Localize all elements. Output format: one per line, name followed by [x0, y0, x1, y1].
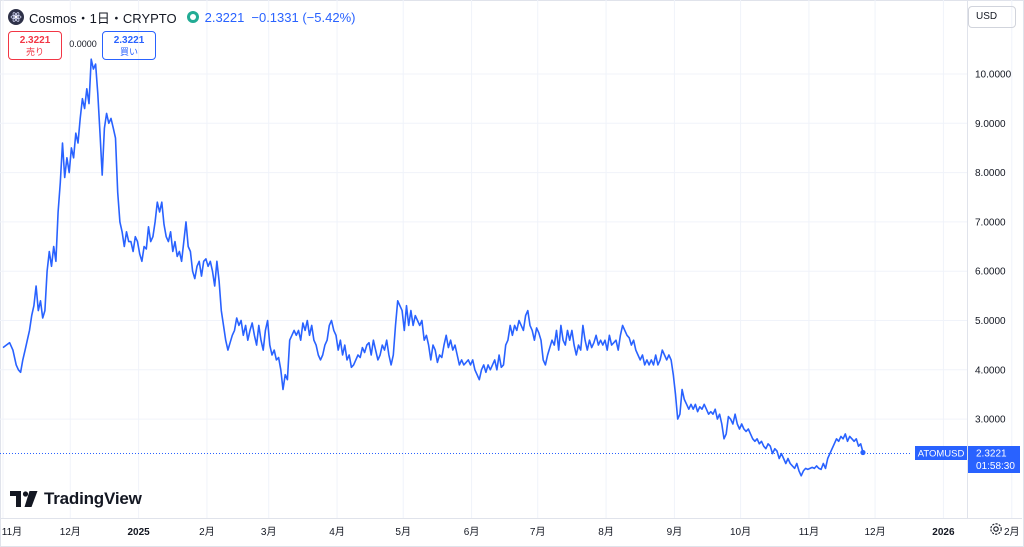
y-tick-label: 6.0000	[975, 267, 1006, 278]
last-price-tag: ATOMUSD 2.3221 01:58:30	[915, 446, 1020, 473]
y-tick-label: 5.0000	[975, 316, 1006, 327]
symbol-title[interactable]: Cosmos・1日・CRYPTO	[29, 10, 177, 26]
buy-price: 2.3221	[113, 35, 145, 46]
x-tick-label: 2月	[199, 526, 215, 538]
y-tick-label: 4.0000	[975, 365, 1006, 376]
sell-label: 売り	[25, 47, 44, 57]
y-tick-label: 9.0000	[975, 119, 1006, 130]
x-tick-label: 6月	[464, 526, 480, 538]
time-axis: 11月 12月 2025 2月 3月 4月 5月 6月 7月 8月 9月 10月 11月 12月 2026 2…	[2, 526, 1020, 538]
y-tick-label: 7.0000	[975, 217, 1006, 228]
x-tick-label: 3月	[261, 526, 277, 538]
x-tick-label: 9月	[667, 526, 683, 538]
tradingview-wordmark: TradingView	[44, 489, 142, 508]
x-tick-label: 5月	[395, 526, 411, 538]
y-tick-label: 8.0000	[975, 168, 1006, 179]
x-tick-label: 12月	[60, 526, 81, 538]
grid-lines	[0, 0, 1013, 518]
x-tick-label: 4月	[329, 526, 345, 538]
sell-price: 2.3221	[19, 35, 51, 46]
x-tick-label: 2026	[932, 527, 955, 538]
header-change: −0.1331 (−5.42%)	[251, 9, 356, 25]
currency-button[interactable]: USD	[968, 6, 1016, 28]
tradingview-logo-icon	[10, 491, 38, 507]
y-tick-label: 10.0000	[975, 70, 1012, 81]
tradingview-logo[interactable]: TradingView	[10, 489, 142, 509]
cosmos-logo-icon	[8, 9, 24, 25]
price-tag-value: 2.3221	[976, 449, 1007, 460]
x-tick-label: 8月	[598, 526, 614, 538]
x-tick-label: 7月	[530, 526, 546, 538]
spread-value: 0.0000	[69, 39, 97, 49]
price-tag-bg	[968, 446, 1020, 473]
buy-label: 買い	[119, 47, 138, 57]
buy-button[interactable]: 2.3221 買い	[102, 31, 156, 60]
sell-button[interactable]: 2.3221 売り	[8, 31, 62, 60]
last-price-dot	[860, 449, 866, 456]
x-tick-label: 10月	[730, 526, 751, 538]
x-tick-label: 2025	[127, 527, 150, 538]
x-tick-label: 11月	[2, 526, 22, 538]
settings-gear-icon[interactable]	[989, 522, 1003, 536]
x-tick-label: 2月	[1004, 526, 1020, 538]
price-axis: 10.0000 9.0000 8.0000 7.0000 6.0000 5.0000 4.0…	[975, 70, 1012, 426]
market-open-dot-icon	[186, 11, 199, 23]
price-series-line	[2, 58, 864, 477]
symbol-header: Cosmos・1日・CRYPTO 2.3221 −0.1331 (−5.42%)	[8, 7, 355, 27]
symbol-tag-bg	[915, 446, 967, 460]
symbol-tag-label: ATOMUSD	[918, 449, 965, 460]
price-tag-countdown: 01:58:30	[976, 461, 1015, 472]
x-tick-label: 11月	[799, 526, 819, 538]
y-tick-label: 3.0000	[975, 415, 1006, 426]
header-price: 2.3221	[204, 9, 245, 25]
x-tick-label: 12月	[865, 526, 886, 538]
